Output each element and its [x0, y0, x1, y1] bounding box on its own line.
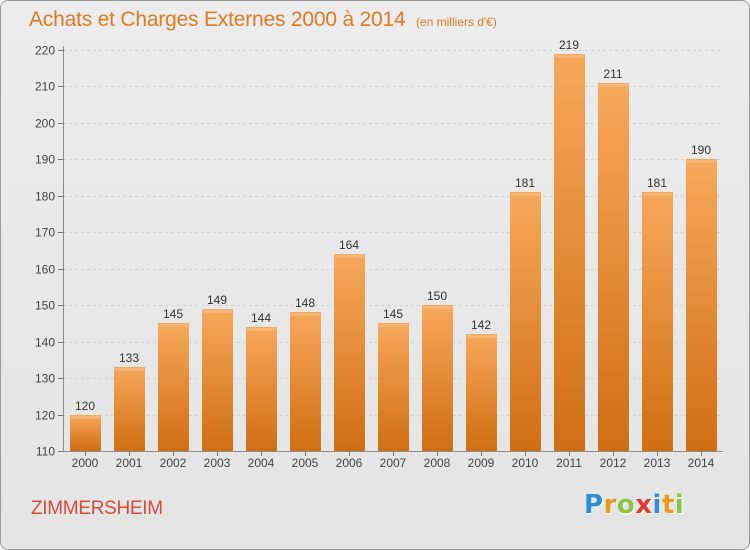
x-tick-label-2004: 2004 [248, 456, 275, 470]
x-tick-label-2001: 2001 [116, 456, 143, 470]
logo-letter: x [635, 490, 653, 520]
y-tick-label: 160 [35, 263, 55, 277]
label-layer: 120 133 145 149 144 148 164 145 150 142 181 219 211 1… [75, 38, 711, 413]
bar-highlight [599, 84, 628, 87]
y-tick-label: 180 [35, 190, 55, 204]
y-tick-label: 150 [35, 299, 55, 313]
x-tick-label-2006: 2006 [336, 456, 363, 470]
bar-2008 [422, 305, 453, 451]
bar-2000 [70, 415, 101, 451]
axis-layer: 110 120 130 140 150 160 170 180 190 200 210 220 2000… [35, 44, 723, 470]
bar-2014 [686, 159, 717, 451]
bar-highlight [379, 324, 408, 327]
logo-letter: t [661, 490, 675, 520]
bar-2013 [642, 192, 673, 451]
logo-letter: i [674, 490, 685, 520]
chart-title-row: Achats et Charges Externes 2000 à 2014 (… [29, 8, 497, 32]
value-label-2004: 144 [251, 311, 271, 325]
bar-2001 [114, 367, 145, 451]
x-tick-label-2013: 2013 [644, 456, 671, 470]
value-label-2006: 164 [339, 238, 359, 252]
logo-letter: r [603, 490, 617, 520]
x-tick-label-2009: 2009 [468, 456, 495, 470]
value-label-2002: 145 [163, 307, 183, 321]
value-label-2003: 149 [207, 293, 227, 307]
value-label-2008: 150 [427, 289, 447, 303]
value-label-2011: 219 [559, 38, 579, 52]
y-tick-label: 210 [35, 80, 55, 94]
bar-2005 [290, 312, 321, 451]
bar-2004 [246, 327, 277, 451]
bar-2003 [202, 309, 233, 451]
commune-name: ZIMMERSHEIM [31, 498, 163, 519]
x-tick-label-2010: 2010 [512, 456, 539, 470]
value-label-2009: 142 [471, 318, 491, 332]
proxiti-logo[interactable]: Proxiti [584, 490, 684, 520]
value-label-2000: 120 [75, 399, 95, 413]
value-label-2007: 145 [383, 307, 403, 321]
value-label-2014: 190 [691, 143, 711, 157]
logo-letter: i [652, 490, 662, 520]
x-tick-label-2005: 2005 [292, 456, 319, 470]
bar-2009 [466, 334, 497, 451]
bar-highlight [71, 416, 100, 419]
bar-highlight [335, 255, 364, 258]
x-tick-label-2008: 2008 [424, 456, 451, 470]
bar-highlight [467, 335, 496, 338]
logo-letter: P [584, 490, 604, 520]
bar-highlight [643, 193, 672, 196]
value-label-2010: 181 [515, 176, 535, 190]
y-tick-label: 130 [35, 372, 55, 386]
y-tick-label: 170 [35, 226, 55, 240]
bar-highlight [687, 160, 716, 163]
bar-2006 [334, 254, 365, 451]
logo-letter: o [616, 490, 636, 520]
bar-2010 [510, 192, 541, 451]
y-tick-label: 120 [35, 409, 55, 423]
y-tick-label: 220 [35, 44, 55, 58]
bar-highlight [115, 368, 144, 371]
bar-highlight [159, 324, 188, 327]
chart-title: Achats et Charges Externes 2000 à 2014 [29, 8, 406, 31]
x-tick-label-2007: 2007 [380, 456, 407, 470]
y-tick-label: 110 [36, 445, 55, 459]
bar-highlight [247, 328, 276, 331]
x-tick-label-2014: 2014 [688, 456, 715, 470]
x-tick-label-2002: 2002 [160, 456, 187, 470]
bar-highlight [203, 310, 232, 313]
x-tick-label-2012: 2012 [600, 456, 627, 470]
y-tick-label: 200 [35, 117, 55, 131]
value-label-2001: 133 [119, 351, 139, 365]
bar-2011 [554, 54, 585, 451]
bar-highlight [291, 313, 320, 316]
bar-2007 [378, 323, 409, 451]
y-tick-label: 190 [35, 153, 55, 167]
y-tick-label: 140 [35, 336, 55, 350]
x-tick-label-2003: 2003 [204, 456, 231, 470]
value-label-2005: 148 [295, 296, 315, 310]
bar-highlight [555, 55, 584, 58]
bar-2002 [158, 323, 189, 451]
bar-highlight [423, 306, 452, 309]
x-tick-label-2000: 2000 [72, 456, 99, 470]
value-label-2013: 181 [647, 176, 667, 190]
bar-layer [70, 54, 717, 451]
bar-2012 [598, 83, 629, 451]
x-tick-label-2011: 2011 [556, 456, 582, 470]
bar-highlight [511, 193, 540, 196]
value-label-2012: 211 [603, 67, 622, 81]
chart-subtitle: (en milliers d'€) [415, 15, 497, 29]
